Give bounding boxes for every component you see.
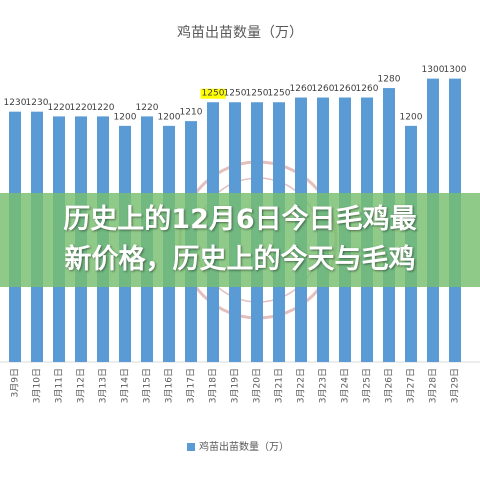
x-tick-label: 3月12日 — [76, 368, 87, 403]
data-label: 1300 — [422, 65, 445, 75]
data-label: 1200 — [158, 112, 181, 122]
x-tick-label: 3月17日 — [186, 368, 197, 403]
data-label: 1260 — [334, 84, 357, 94]
x-tick-label: 3月26日 — [384, 368, 395, 403]
x-tick-label: 3月27日 — [406, 368, 417, 403]
x-tick-label: 3月22日 — [296, 368, 307, 403]
x-tick-label: 3月23日 — [318, 368, 329, 403]
data-label: 1220 — [92, 103, 115, 113]
data-label: 1260 — [312, 84, 335, 94]
data-label: 1260 — [290, 84, 313, 94]
data-label: 1220 — [136, 103, 159, 113]
x-tick-label: 3月24日 — [340, 368, 351, 403]
banner-line: 新价格，历史上的今天与毛鸡 — [64, 244, 416, 275]
x-tick-label: 3月29日 — [450, 368, 461, 403]
x-tick-label: 3月13日 — [98, 368, 109, 403]
data-label: 1250 — [224, 89, 247, 99]
legend-swatch — [187, 443, 195, 451]
chart-title: 鸡苗出苗数量（万） — [177, 24, 303, 41]
legend-label: 鸡苗出苗数量（万） — [199, 440, 289, 453]
data-label: 1250 — [268, 89, 291, 99]
data-label: 1220 — [70, 103, 93, 113]
data-label: 1280 — [378, 75, 401, 85]
highlight — [200, 88, 226, 99]
data-label: 1250 — [202, 89, 225, 99]
x-tick-label: 3月9日 — [10, 368, 21, 397]
data-label: 1200 — [400, 112, 423, 122]
data-label: 1230 — [26, 98, 49, 108]
x-tick-label: 3月28日 — [428, 368, 439, 403]
x-tick-label: 3月16日 — [164, 368, 175, 403]
x-tick-label: 3月21日 — [274, 368, 285, 403]
x-tick-label: 3月11日 — [54, 368, 65, 403]
x-tick-label: 3月25日 — [362, 368, 373, 403]
x-tick-label: 3月14日 — [120, 368, 131, 403]
data-label: 1220 — [48, 103, 71, 113]
data-label: 1260 — [356, 84, 379, 94]
banner: 历史上的12月6日今日毛鸡最 新价格，历史上的今天与毛鸡 — [0, 193, 480, 287]
data-label: 1300 — [444, 65, 467, 75]
banner-line: 历史上的12月6日今日毛鸡最 — [63, 204, 417, 235]
x-tick-label: 3月20日 — [252, 368, 263, 403]
data-label: 1250 — [246, 89, 269, 99]
x-tick-label: 3月18日 — [208, 368, 219, 403]
x-tick-label: 3月15日 — [142, 368, 153, 403]
x-tick-label: 3月19日 — [230, 368, 241, 403]
data-label: 1230 — [4, 98, 27, 108]
data-label: 1200 — [114, 112, 137, 122]
data-label: 1210 — [180, 108, 203, 118]
x-tick-label: 3月10日 — [32, 368, 43, 403]
